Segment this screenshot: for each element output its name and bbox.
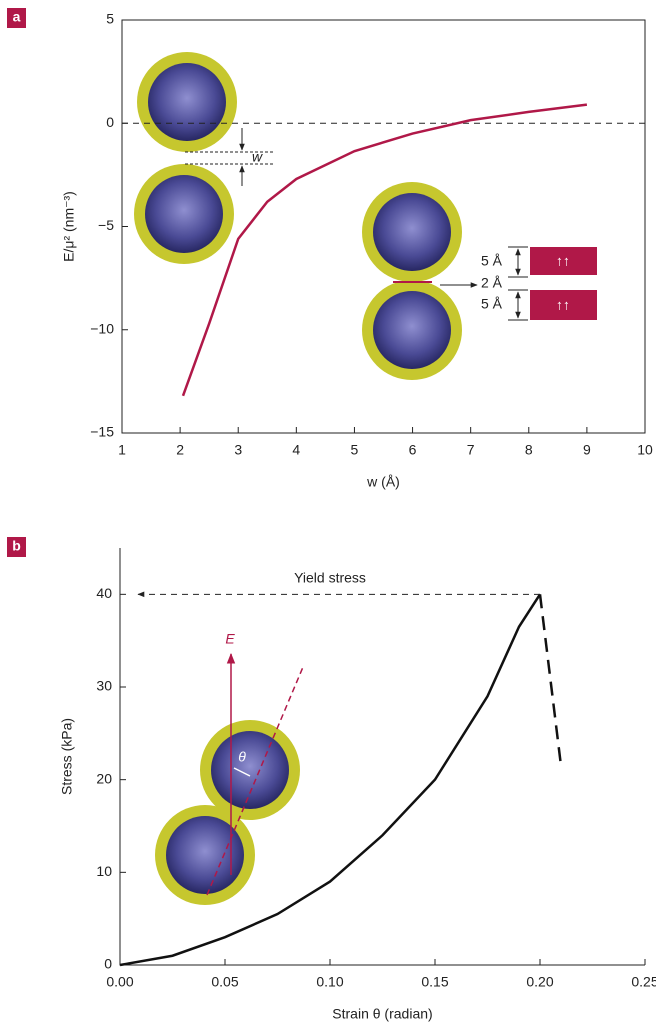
panel-label-bg bbox=[7, 537, 26, 557]
x-tick-label: 0.05 bbox=[211, 974, 238, 990]
y-tick-label: 0 bbox=[106, 114, 114, 130]
x-tick-label: 10 bbox=[637, 442, 653, 458]
y-tick-label: −10 bbox=[90, 320, 114, 336]
x-tick-label: 9 bbox=[583, 442, 591, 458]
data-line bbox=[119, 593, 542, 967]
y-tick-label: 10 bbox=[96, 863, 112, 879]
x-tick-label: 2 bbox=[176, 442, 184, 458]
y-tick-label: 20 bbox=[96, 770, 112, 786]
panel-a-art bbox=[134, 52, 597, 380]
panel-label-bg bbox=[7, 8, 26, 28]
x-tick-label: 3 bbox=[234, 442, 242, 458]
annotation: θ bbox=[238, 749, 246, 765]
y-tick-label: 30 bbox=[96, 678, 112, 694]
panel-b-art bbox=[155, 652, 304, 905]
y-tick-label: 5 bbox=[106, 11, 114, 27]
x-tick-label: 8 bbox=[525, 442, 533, 458]
x-tick-label: 7 bbox=[467, 442, 475, 458]
annotation: ↑↑ bbox=[556, 253, 570, 269]
x-tick-label: 0.20 bbox=[526, 974, 553, 990]
y-tick-label: 0 bbox=[104, 956, 112, 972]
y-tick-label: −15 bbox=[90, 424, 114, 440]
x-axis-label: w (Å) bbox=[366, 474, 400, 490]
y-axis-label: Stress (kPa) bbox=[59, 718, 75, 795]
x-tick-label: 4 bbox=[292, 442, 300, 458]
annotation: E bbox=[225, 631, 235, 647]
annotation: w bbox=[252, 149, 263, 165]
annotation: ↑↑ bbox=[556, 297, 570, 313]
y-tick-label: −5 bbox=[98, 217, 114, 233]
data-line bbox=[181, 103, 588, 397]
annotation: 5 Å bbox=[481, 296, 503, 312]
x-tick-label: 0.15 bbox=[421, 974, 448, 990]
annotation: Yield stress bbox=[294, 570, 366, 586]
x-axis-label: Strain θ (radian) bbox=[332, 1006, 432, 1022]
x-tick-label: 5 bbox=[351, 442, 359, 458]
x-tick-label: 0.00 bbox=[106, 974, 133, 990]
annotation: 5 Å bbox=[481, 253, 503, 269]
panel-label: b bbox=[12, 538, 21, 554]
x-tick-label: 1 bbox=[118, 442, 126, 458]
x-tick-label: 0.25 bbox=[631, 974, 656, 990]
x-tick-label: 6 bbox=[409, 442, 417, 458]
data-line bbox=[538, 594, 563, 766]
panel-label: a bbox=[13, 9, 21, 25]
annotation: 2 Å bbox=[481, 275, 503, 291]
y-axis-label: E/μ² (nm⁻³) bbox=[61, 191, 77, 262]
x-tick-label: 0.10 bbox=[316, 974, 343, 990]
y-tick-label: 40 bbox=[96, 585, 112, 601]
